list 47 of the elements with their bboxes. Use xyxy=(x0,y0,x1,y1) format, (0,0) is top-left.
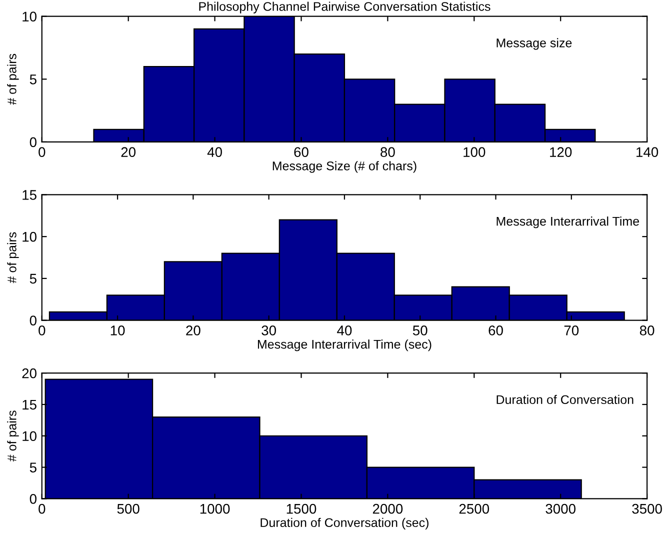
x-tick-label: 70 xyxy=(564,326,579,336)
x-tick-label: 60 xyxy=(488,326,503,336)
x-tick-label: 120 xyxy=(550,147,572,158)
y-tick-label: 10 xyxy=(22,232,36,242)
chart-title: Philosophy Channel Pairwise Conversation Statistics xyxy=(199,2,490,14)
y-axis-title: # of pairs xyxy=(7,232,19,284)
x-axis-title: Message Interarrival Time (sec) xyxy=(258,340,432,352)
x-tick-label: 100 xyxy=(464,147,486,158)
x-tick-label: 0 xyxy=(38,504,46,514)
y-tick-label: 10 xyxy=(22,12,36,22)
y-tick-label: 15 xyxy=(22,400,36,410)
x-tick-label: 50 xyxy=(412,326,428,336)
x-tick-label: 20 xyxy=(121,147,136,158)
x-tick-label: 2000 xyxy=(372,504,403,514)
x-tick-label: 0 xyxy=(38,326,46,336)
y-tick-label: 5 xyxy=(30,74,36,84)
y-tick-label: 5 xyxy=(30,274,36,284)
annotation: Duration of Conversation xyxy=(496,394,634,404)
x-tick-label: 40 xyxy=(207,147,222,158)
y-axis-title: # of pairs xyxy=(7,54,19,105)
x-tick-label: 40 xyxy=(337,326,352,336)
x-axis-title: Duration of Conversation (sec) xyxy=(260,518,428,530)
x-tick-label: 80 xyxy=(640,326,654,336)
x-tick-label: 1000 xyxy=(200,504,230,514)
y-tick-label: 5 xyxy=(30,462,36,472)
x-tick-label: 60 xyxy=(294,147,308,158)
x-tick-label: 10 xyxy=(110,326,125,336)
y-tick-label: 0 xyxy=(30,137,36,148)
y-tick-label: 0 xyxy=(30,494,36,504)
x-tick-label: 0 xyxy=(38,147,46,158)
x-tick-label: 140 xyxy=(636,147,658,158)
annotation: Message Interarrival Time xyxy=(496,216,640,228)
y-tick-label: 0 xyxy=(30,316,36,326)
x-tick-label: 2500 xyxy=(459,504,490,514)
y-tick-label: 10 xyxy=(22,431,36,442)
x-tick-label: 3500 xyxy=(632,504,662,514)
annotation: Message size xyxy=(496,38,572,50)
x-axis-title: Message Size (# of chars) xyxy=(272,161,416,173)
x-tick-label: 20 xyxy=(186,326,200,336)
y-tick-label: 15 xyxy=(22,190,36,200)
y-tick-label: 20 xyxy=(22,368,36,378)
x-tick-label: 30 xyxy=(262,326,276,336)
x-tick-label: 500 xyxy=(117,504,140,514)
y-axis-title: # of pairs xyxy=(7,410,19,462)
x-tick-label: 3000 xyxy=(546,504,576,514)
x-tick-label: 80 xyxy=(380,147,395,158)
x-tick-label: 1500 xyxy=(286,504,316,514)
